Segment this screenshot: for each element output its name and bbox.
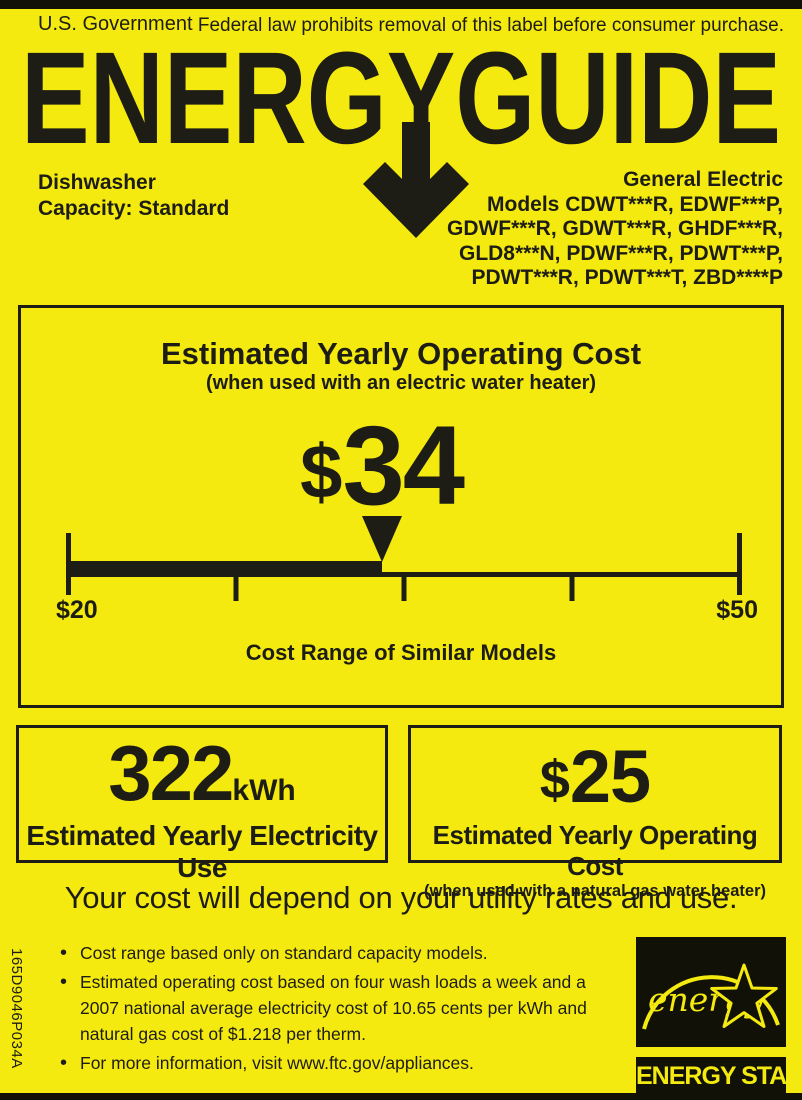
energyguide-logo-text: ENERGYGUIDE <box>21 44 781 149</box>
energy-star-logo: energy ENERGY STAR <box>636 937 802 1095</box>
removal-notice: Federal law prohibits removal of this la… <box>197 15 784 36</box>
electricity-unit: kWh <box>232 774 296 807</box>
scale-axis-line <box>68 572 740 577</box>
bottom-border-strip <box>0 1093 802 1100</box>
product-info: Dishwasher Capacity: Standard <box>38 170 229 222</box>
models-line: Models CDWT***R, EDWF***P, <box>487 192 783 216</box>
manufacturer-models: General Electric Models CDWT***R, EDWF**… <box>447 168 783 291</box>
scale-right-tick <box>737 533 742 595</box>
electricity-value-row: 322kWh <box>19 734 385 812</box>
scale-min-label: $20 <box>56 596 98 624</box>
gas-label: Estimated Yearly Operating Cost <box>432 820 758 881</box>
electricity-use-box: 322kWh Estimated Yearly Electricity Use <box>16 725 388 883</box>
down-arrow-icon <box>363 122 469 238</box>
operating-cost-subtitle: (when used with an electric water heater… <box>205 372 597 394</box>
scale-quarter-tick <box>401 577 407 601</box>
us-government-label: U.S. Government <box>38 13 193 35</box>
part-number: 165D9046P034A <box>8 948 25 1069</box>
models-line: GDWF***R, GDWT***R, GHDF***R, <box>446 217 783 240</box>
scale-marker <box>361 516 402 562</box>
fine-print-item: Cost range based only on standard capaci… <box>58 940 623 966</box>
operating-cost-box: Estimated Yearly Operating Cost (when us… <box>18 305 784 708</box>
cost-value-number: 34 <box>342 403 465 528</box>
cost-scale: $34 $20 $50 <box>56 308 758 711</box>
models-line: GLD8***N, PDWF***R, PDWT***P, <box>458 241 783 265</box>
product-capacity: Capacity: Standard <box>38 197 230 220</box>
fine-print-item: Estimated operating cost based on four w… <box>58 969 623 1047</box>
scale-quarter-tick <box>233 577 239 601</box>
scale-max-label: $50 <box>716 596 758 624</box>
electricity-value: 322 <box>108 729 234 817</box>
electricity-label: Estimated Yearly Electricity Use <box>26 820 378 883</box>
gas-value: 25 <box>569 735 651 818</box>
range-caption: Cost Range of Similar Models <box>245 640 557 665</box>
cost-value: $34 <box>300 410 465 522</box>
energy-star-wordmark: ENERGY STAR <box>636 1057 802 1095</box>
gas-sublabel: (when used with a natural gas water heat… <box>424 882 766 900</box>
scale-quarter-tick <box>569 577 575 601</box>
product-type: Dishwasher <box>38 171 156 194</box>
cost-value-dollar: $ <box>300 430 343 515</box>
gas-cost-box: $25 Estimated Yearly Operating Cost (whe… <box>408 725 782 900</box>
operating-cost-title: Estimated Yearly Operating Cost <box>160 336 642 371</box>
energyguide-logo: ENERGYGUIDE <box>21 44 781 149</box>
gas-value-row: $25 <box>411 740 779 814</box>
gas-value-dollar: $ <box>539 750 570 810</box>
cost-note: Your cost will depend on your utility ra… <box>64 880 738 915</box>
energy-star-emblem-icon: energy <box>636 937 786 1047</box>
top-border-strip <box>0 0 802 9</box>
models-line: PDWT***R, PDWT***T, ZBD****P <box>471 266 783 289</box>
fine-print-item: For more information, visit www.ftc.gov/… <box>58 1050 623 1076</box>
brand-name: General Electric <box>623 168 783 191</box>
fine-print-list: Cost range based only on standard capaci… <box>58 940 623 1079</box>
